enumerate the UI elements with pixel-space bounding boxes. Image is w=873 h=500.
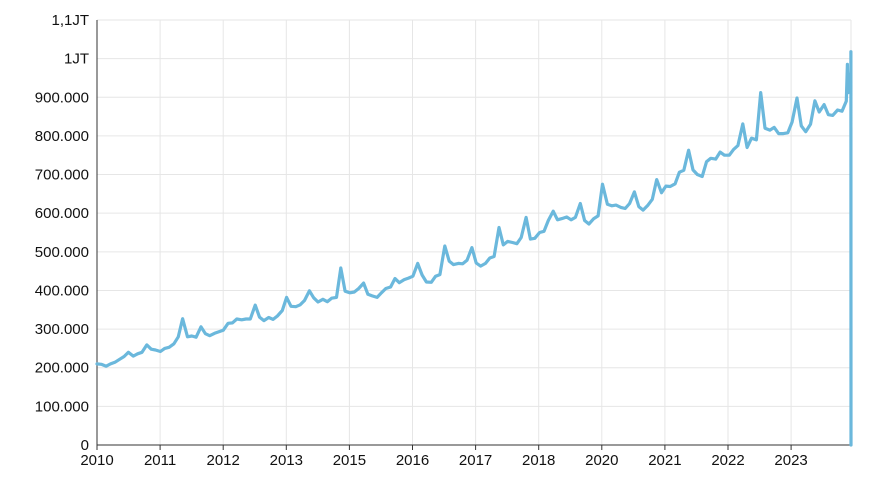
x-tick-label: 2018 <box>522 452 555 469</box>
grid-lines <box>96 19 852 446</box>
y-tick-label: 500.000 <box>35 244 89 261</box>
x-tick-label: 2023 <box>774 452 807 469</box>
x-axis-tick-labels: 2010 2011 2012 2013 2015 2016 2017 2018 2020 2021… <box>80 452 807 469</box>
x-tick-label: 2021 <box>648 452 681 469</box>
y-axis-tick-labels: 0 100.000 200.000 300.000 400.000 500.000 600.… <box>35 12 89 454</box>
y-tick-label: 1,1JT <box>51 12 89 29</box>
y-tick-label: 900.000 <box>35 89 89 106</box>
y-tick-label: 800.000 <box>35 128 89 145</box>
series <box>95 50 853 447</box>
y-tick-label: 1JT <box>64 51 89 68</box>
series-line <box>95 50 853 447</box>
y-tick-label: 300.000 <box>35 321 89 338</box>
axes <box>96 20 851 450</box>
x-tick-label: 2016 <box>396 452 429 469</box>
y-tick-label: 600.000 <box>35 205 89 222</box>
x-tick-label: 2017 <box>459 452 492 469</box>
x-tick-label: 2020 <box>585 452 618 469</box>
x-tick-label: 2022 <box>711 452 744 469</box>
x-tick-label: 2010 <box>80 452 113 469</box>
x-tick-label: 2012 <box>207 452 240 469</box>
y-tick-label: 200.000 <box>35 360 89 377</box>
y-tick-label: 0 <box>81 437 89 454</box>
x-tick-label: 2015 <box>333 452 366 469</box>
x-tick-label: 2013 <box>270 452 303 469</box>
x-tick-label: 2011 <box>144 452 176 469</box>
y-tick-label: 400.000 <box>35 282 89 299</box>
y-tick-label: 700.000 <box>35 167 89 184</box>
y-tick-label: 100.000 <box>35 398 89 415</box>
